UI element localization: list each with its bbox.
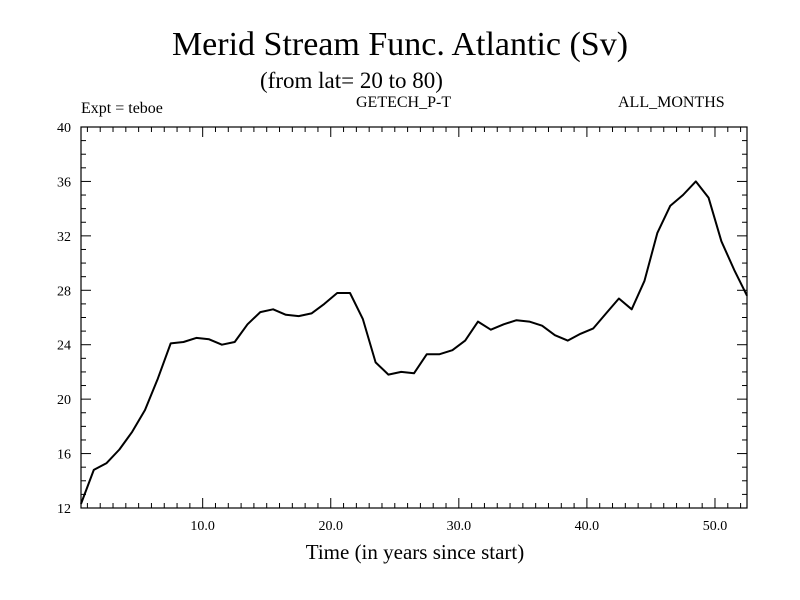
series-line <box>80 180 748 505</box>
y-tick-label: 12 <box>57 502 71 517</box>
x-axis-label: Time (in years since start) <box>305 540 525 564</box>
series-group <box>80 180 748 505</box>
axis-ticks <box>81 126 747 509</box>
y-tick-label: 24 <box>57 339 71 354</box>
months-label: ALL_MONTHS <box>618 94 725 111</box>
x-tick-label: 10.0 <box>190 519 215 534</box>
y-tick-label: 28 <box>57 284 71 299</box>
x-tick-label: 40.0 <box>575 519 600 534</box>
chart-title: Merid Stream Func. Atlantic (Sv) <box>171 26 629 63</box>
tick-labels: 10.0 20.0 30.0 40.0 50.0 12 16 20 24 28 32 36 40 <box>57 121 727 534</box>
experiment-label: Expt = teboe <box>81 100 163 117</box>
y-tick-label: 20 <box>57 393 71 408</box>
y-tick-label: 36 <box>57 175 71 190</box>
y-tick-label: 40 <box>57 121 71 136</box>
dataset-label: GETECH_P-T <box>356 94 452 111</box>
y-tick-label: 32 <box>57 230 71 245</box>
x-tick-label: 20.0 <box>319 519 344 534</box>
x-tick-label: 30.0 <box>447 519 472 534</box>
plot-frame <box>80 126 748 509</box>
x-tick-label: 50.0 <box>703 519 728 534</box>
chart-subtitle: (from lat= 20 to 80) <box>260 68 443 93</box>
y-tick-label: 16 <box>57 448 71 463</box>
